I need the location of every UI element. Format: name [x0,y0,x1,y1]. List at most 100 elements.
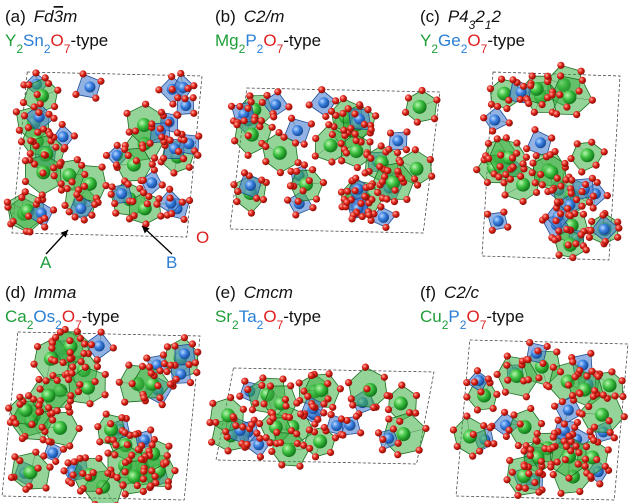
crystal-structure [2,326,201,503]
oxygen-atom [282,402,289,409]
oxygen-atom [140,468,147,475]
oxygen-atom [395,440,402,447]
oxygen-atom [224,447,231,454]
oxygen-atom [95,455,102,462]
oxygen-atom [140,488,147,495]
figure: (a)Fd3mY2Sn2O7-type(b)C2/mMg2P2O7-type(c… [0,0,630,503]
oxygen-atom [75,388,82,395]
oxygen-atom [26,228,33,235]
oxygen-atom [600,212,607,219]
oxygen-atom [41,151,48,158]
oxygen-atom [509,76,516,83]
oxygen-atom [587,227,594,234]
oxygen-atom [88,341,95,348]
oxygen-atom [275,129,282,136]
oxygen-atom [153,201,160,208]
oxygen-atom [222,428,229,435]
oxygen-atom [157,125,164,132]
space-group: Imma [34,283,77,302]
oxygen-atom [94,423,101,430]
oxygen-atom [52,144,59,151]
oxygen-atom [132,127,139,134]
oxygen-atom [18,138,25,145]
oxygen-atom [190,94,197,101]
formula: Mg2P2O7-type [215,31,321,56]
oxygen-atom [539,360,546,367]
oxygen-atom [35,402,42,409]
oxygen-atom [248,421,255,428]
oxygen-atom [167,362,174,369]
b-cation [58,131,69,142]
oxygen-atom [352,187,359,194]
oxygen-atom [502,171,509,178]
oxygen-atom [578,68,585,75]
oxygen-atom [351,110,358,117]
oxygen-atom [181,95,188,102]
oxygen-atom [569,358,576,365]
oxygen-atom [244,386,251,393]
oxygen-atom [562,456,569,463]
oxygen-atom [164,343,171,350]
oxygen-atom [504,353,511,360]
oxygen-atom [295,159,302,166]
oxygen-atom [484,179,491,186]
oxygen-atom [279,375,286,382]
oxygen-atom [296,379,303,386]
oxygen-atom [583,246,590,253]
oxygen-atom [236,103,243,110]
oxygen-atom [309,204,316,211]
oxygen-atom [122,491,129,498]
oxygen-atom [589,97,596,104]
oxygen-atom [241,117,248,124]
oxygen-atom [575,461,582,468]
oxygen-atom [485,155,492,162]
oxygen-atom [165,119,172,126]
formula-part: P [245,31,256,50]
oxygen-atom [22,178,29,185]
oxygen-atom [572,443,579,450]
oxygen-atom [102,182,109,189]
b-cation [599,224,610,235]
oxygen-atom [158,134,165,141]
oxygen-atom [248,98,255,105]
oxygen-atom [550,444,557,451]
oxygen-atom [111,200,118,207]
oxygen-atom [497,151,504,158]
oxygen-atom [121,146,128,153]
formula-part: O [263,307,276,326]
oxygen-atom [39,169,46,176]
oxygen-atom [27,137,34,144]
oxygen-atom [129,380,136,387]
oxygen-atom [139,145,146,152]
oxygen-atom [190,110,197,117]
oxygen-atom [328,158,335,165]
oxygen-atom [563,103,570,110]
oxygen-atom [25,81,32,88]
oxygen-atom [193,369,200,376]
oxygen-atom [147,426,154,433]
oxygen-atom [324,380,331,387]
oxygen-atom [103,410,110,417]
space-group: 2 [474,7,485,26]
oxygen-atom [286,414,293,421]
oxygen-atom [327,449,334,456]
oxygen-atom [503,476,510,483]
oxygen-atom [88,212,95,219]
oxygen-atom [51,103,58,110]
oxygen-atom [487,424,494,431]
oxygen-atom [287,382,294,389]
oxygen-atom [45,404,52,411]
oxygen-atom [587,473,594,480]
oxygen-atom [68,370,75,377]
oxygen-atom [538,458,545,465]
oxygen-atom [140,394,147,401]
oxygen-atom [569,392,576,399]
oxygen-atom [98,164,105,171]
oxygen-atom [251,117,258,124]
space-group: P4 [448,7,469,26]
oxygen-atom [345,379,352,386]
oxygen-atom [571,373,578,380]
oxygen-atom [16,401,23,408]
oxygen-atom [68,178,75,185]
oxygen-atom [474,406,481,413]
